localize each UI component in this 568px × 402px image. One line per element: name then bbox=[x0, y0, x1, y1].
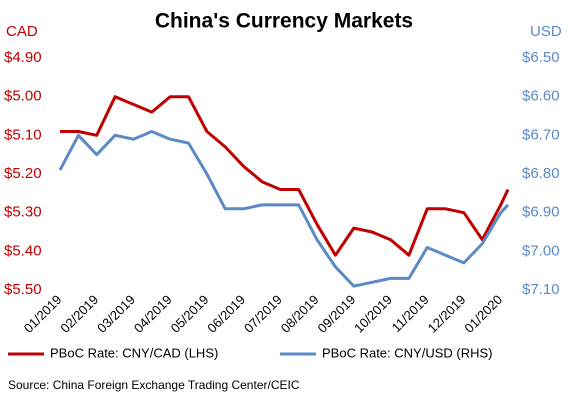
legend-label: PBoC Rate: CNY/CAD (LHS) bbox=[50, 345, 218, 360]
x-tick-label: 01/2020 bbox=[461, 292, 505, 336]
y-tick-label: $4.90 bbox=[4, 49, 42, 66]
x-tick-label: 06/2019 bbox=[204, 292, 248, 336]
y-tick-label: $5.50 bbox=[4, 281, 42, 298]
y2-tick-label: $6.60 bbox=[522, 88, 560, 105]
x-tick-label: 09/2019 bbox=[314, 292, 358, 336]
y2-tick-label: $6.50 bbox=[522, 49, 560, 66]
chart-title: China's Currency Markets bbox=[155, 10, 413, 33]
x-tick-label: 08/2019 bbox=[278, 292, 322, 336]
y-tick-label: $5.40 bbox=[4, 242, 42, 259]
y2-tick-label: $6.80 bbox=[522, 165, 560, 182]
x-tick-label: 11/2019 bbox=[389, 292, 432, 335]
y2-tick-label: $6.90 bbox=[522, 204, 560, 221]
y-tick-label: $5.20 bbox=[4, 165, 42, 182]
y-axis-title: CAD bbox=[6, 23, 38, 40]
x-tick-label: 01/2019 bbox=[21, 292, 65, 336]
series-line bbox=[58, 130, 510, 288]
y-tick-label: $5.10 bbox=[4, 126, 42, 143]
source: Source: China Foreign Exchange Trading C… bbox=[8, 378, 300, 392]
x-tick-label: 03/2019 bbox=[94, 292, 138, 336]
y-tick-label: $5.30 bbox=[4, 204, 42, 221]
x-tick-label: 10/2019 bbox=[351, 292, 395, 336]
y2-tick-label: $7.10 bbox=[522, 281, 560, 298]
y-tick-label: $5.00 bbox=[4, 88, 42, 105]
y2-tick-label: $6.70 bbox=[522, 126, 560, 143]
y2-axis-title: USD bbox=[530, 23, 562, 40]
legend-label: PBoC Rate: CNY/USD (RHS) bbox=[322, 345, 492, 360]
x-tick-label: 04/2019 bbox=[131, 292, 175, 336]
y2-tick-label: $7.00 bbox=[522, 242, 560, 259]
x-tick-label: 07/2019 bbox=[241, 292, 285, 336]
series-line bbox=[60, 95, 510, 257]
x-tick-label: 12/2019 bbox=[425, 292, 469, 336]
x-tick-label: 02/2019 bbox=[57, 292, 101, 336]
x-tick-label: 05/2019 bbox=[168, 292, 212, 336]
